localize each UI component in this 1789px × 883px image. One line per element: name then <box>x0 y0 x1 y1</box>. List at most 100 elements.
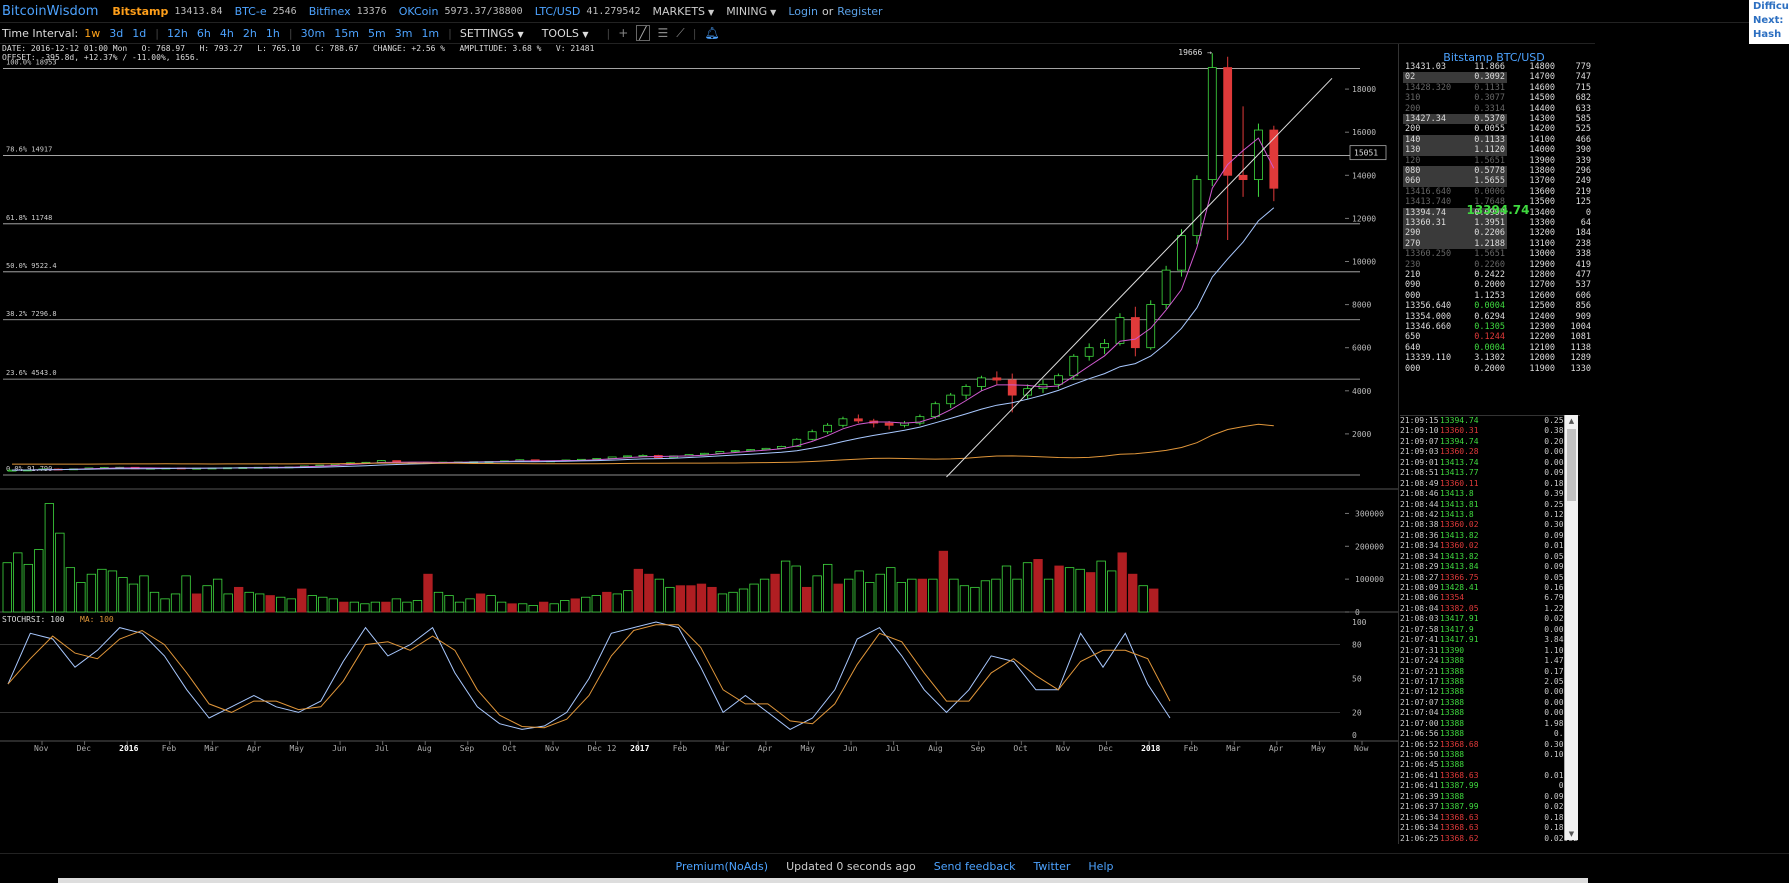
trade-history[interactable]: 21:09:15 13394.74 0.25458 21:09:10 13360.31 0… <box>1400 415 1580 841</box>
price-chart[interactable]: 100.0% 18953 78.6% 14917 61.8% 11748 50.0% … <box>0 44 1398 845</box>
interval-3d[interactable]: 3d <box>109 26 124 40</box>
site-logo[interactable]: BitcoinWisdom <box>2 3 99 19</box>
trades-scrollbar[interactable]: ▲ ▼ <box>1564 415 1578 840</box>
orderbook-row[interactable]: 640 0.0004 12100 1138 <box>1403 343 1593 353</box>
orderbook-row[interactable]: 140 0.1133 14100 466 <box>1403 134 1593 146</box>
orderbook-row[interactable]: 13431.03 11.866 14800 779 <box>1403 62 1593 72</box>
orderbook-row[interactable]: 13427.34 0.5370 14300 585 <box>1403 114 1593 125</box>
feedback-link[interactable]: Send feedback <box>933 859 1016 873</box>
twitter-link[interactable]: Twitter <box>1033 859 1071 873</box>
orderbook-row[interactable]: 13394.74 0.0998 13400 0 <box>1403 207 1593 219</box>
orderbook-row[interactable]: 080 0.5778 13800 296 <box>1403 166 1593 177</box>
candle-body[interactable] <box>915 416 925 424</box>
interval-4h[interactable]: 4h <box>219 26 234 40</box>
orderbook-row[interactable]: 200 0.0055 14200 525 <box>1403 124 1593 134</box>
register-link[interactable]: Register <box>837 4 883 18</box>
candle-body[interactable] <box>1207 67 1217 181</box>
fibonacci-tool-icon[interactable]: ⟋ <box>676 25 685 40</box>
candle-body[interactable] <box>961 386 971 396</box>
orderbook-row[interactable]: 13413.740 1.7648 13500 125 <box>1403 197 1593 207</box>
interval-1h[interactable]: 1h <box>265 26 280 40</box>
orderbook-row[interactable]: 13356.640 0.0004 12500 856 <box>1403 301 1593 311</box>
ticker-exchange[interactable]: BTC-e <box>234 4 267 18</box>
interval-2h[interactable]: 2h <box>242 26 257 40</box>
candle-body[interactable] <box>1238 174 1248 181</box>
orderbook-row[interactable]: 290 0.2206 13200 184 <box>1403 228 1593 239</box>
premium-link[interactable]: Premium(NoAds) <box>675 859 769 873</box>
interval-12h[interactable]: 12h <box>166 26 188 40</box>
orderbook-row[interactable]: 000 1.1253 12600 606 <box>1403 291 1593 301</box>
candle-body[interactable] <box>977 377 986 387</box>
candle-body[interactable] <box>1161 269 1171 305</box>
orderbook-row[interactable]: 13416.640 0.0006 13600 219 <box>1403 187 1593 197</box>
orderbook-row[interactable]: 090 0.2000 12700 537 <box>1403 280 1593 290</box>
orderbook-row[interactable]: 13346.660 0.1305 12300 1004 <box>1403 322 1593 332</box>
trendline-tool-icon[interactable]: ╱ <box>636 25 650 41</box>
orderbook-row[interactable]: 13339.110 3.1302 12000 1289 <box>1403 353 1593 363</box>
candle-body[interactable] <box>1269 129 1279 189</box>
ticker-exchange[interactable]: Bitfinex <box>308 4 351 18</box>
browser-scrollbar[interactable] <box>58 878 1588 883</box>
candle-body[interactable] <box>1146 304 1156 349</box>
orderbook-row[interactable]: 200 0.3314 14400 633 <box>1403 104 1593 114</box>
candle-body[interactable] <box>715 451 725 454</box>
candle-body[interactable] <box>1130 317 1140 349</box>
ticker-exchange[interactable]: OKCoin <box>398 4 439 18</box>
candle-body[interactable] <box>853 418 863 422</box>
markets-menu[interactable]: MARKETS ▼ <box>653 5 715 18</box>
candle-body[interactable] <box>1084 347 1094 357</box>
candle-body[interactable] <box>1100 342 1109 349</box>
interval-5m[interactable]: 5m <box>368 26 386 40</box>
orderbook-row[interactable]: 310 0.3077 14500 682 <box>1403 93 1593 103</box>
candle-body[interactable] <box>992 377 1002 381</box>
orderbook-row[interactable]: 270 1.2188 13100 238 <box>1403 238 1593 250</box>
mining-menu[interactable]: MINING ▼ <box>726 5 776 18</box>
interval-1m[interactable]: 1m <box>421 26 440 40</box>
orderbook-row[interactable]: 650 0.1244 12200 1081 <box>1403 332 1593 342</box>
orderbook-row[interactable]: 000 0.2000 11900 1330 <box>1403 364 1593 374</box>
candle-body[interactable] <box>623 455 632 458</box>
interval-1d[interactable]: 1d <box>132 26 147 40</box>
difficulty-widget[interactable]: Difficul Next: Hash R <box>1749 0 1789 44</box>
candle-body[interactable] <box>1023 388 1033 396</box>
candle-body[interactable] <box>7 469 17 472</box>
candle-body[interactable] <box>1223 67 1233 176</box>
candle-body[interactable] <box>823 424 832 433</box>
candle-body[interactable] <box>1192 179 1202 237</box>
candle-body[interactable] <box>838 418 848 426</box>
interval-15m[interactable]: 15m <box>334 26 359 40</box>
ticker-exchange[interactable]: LTC/USD <box>534 4 581 18</box>
ticker-exchange[interactable]: Bitstamp <box>112 4 169 18</box>
scroll-down-icon[interactable]: ▼ <box>1568 830 1575 838</box>
candle-body[interactable] <box>946 394 956 405</box>
candle-body[interactable] <box>746 449 756 452</box>
candle-body[interactable] <box>1007 379 1017 396</box>
candle-body[interactable] <box>1115 317 1125 344</box>
candle-body[interactable] <box>730 450 740 453</box>
alert-bell-icon[interactable]: 🔔︎ <box>704 26 720 40</box>
orderbook-row[interactable]: 13360.31 1.3951 13300 64 <box>1403 218 1593 229</box>
candle-body[interactable] <box>700 452 709 455</box>
orderbook-row[interactable]: 230 0.2260 12900 419 <box>1403 260 1593 270</box>
orderbook-row[interactable]: 13354.000 0.6294 12400 909 <box>1403 312 1593 322</box>
candle-body[interactable] <box>1177 235 1186 271</box>
chart-area[interactable]: DATE: 2016-12-12 01:00 Mon O: 768.97 H: … <box>0 44 1398 845</box>
orderbook-row[interactable]: 120 1.5651 13900 339 <box>1403 156 1593 166</box>
candle-body[interactable] <box>807 431 817 440</box>
candle-body[interactable] <box>1069 355 1079 377</box>
interval-1w[interactable]: 1w <box>84 26 101 40</box>
orderbook-row[interactable]: 13428.320 0.1131 14600 715 <box>1403 83 1593 93</box>
interval-3m[interactable]: 3m <box>394 26 413 40</box>
orderbook-row[interactable]: 210 0.2422 12800 477 <box>1403 270 1593 280</box>
interval-6h[interactable]: 6h <box>196 26 211 40</box>
orderbook-row[interactable]: 060 1.5655 13700 249 <box>1403 176 1593 187</box>
orderbook-row[interactable]: 13360.250 1.5651 13000 338 <box>1403 249 1593 259</box>
horizontal-lines-icon[interactable]: ☰ <box>657 26 669 40</box>
interval-30m[interactable]: 30m <box>300 26 326 40</box>
trend-line[interactable] <box>946 77 1333 478</box>
help-link[interactable]: Help <box>1088 859 1114 873</box>
settings-menu[interactable]: SETTINGS ▼ <box>460 27 524 40</box>
tools-menu[interactable]: TOOLS ▼ <box>542 27 589 40</box>
candle-body[interactable] <box>884 422 894 426</box>
orderbook-row[interactable]: 130 1.1120 14000 390 <box>1403 145 1593 156</box>
